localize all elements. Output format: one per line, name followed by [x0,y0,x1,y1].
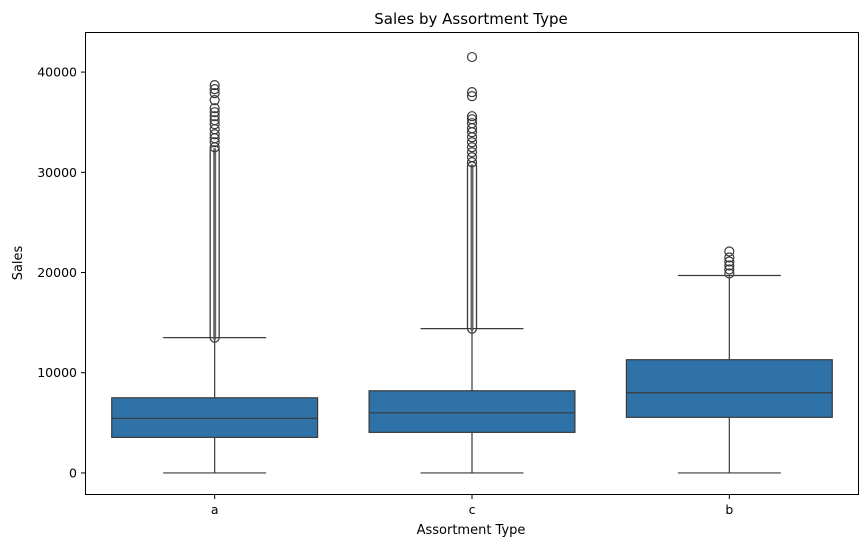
y-axis: 0 10000 20000 30000 40000 [37,65,86,480]
y-tick-label: 30000 [37,165,77,180]
y-tick-label: 0 [69,465,77,480]
outlier-point [724,252,735,263]
outlier-band [209,145,220,343]
outlier-point [209,103,220,114]
outlier-point [466,142,478,153]
outlier-point [466,111,478,122]
outlier-point [466,87,478,98]
outlier-band-fill [470,164,474,331]
outlier-point [724,260,735,271]
outlier-point [209,107,220,118]
box-group-c [368,51,576,474]
outlier-point [466,157,478,168]
outlier-point [209,129,220,140]
y-tick-label: 10000 [37,365,77,380]
y-axis-label: Sales [11,245,26,280]
outlier-point [209,80,220,91]
outlier-point [724,246,735,257]
plot-area [111,51,833,474]
outlier-point [466,118,478,129]
outlier-point [466,114,478,125]
chart-title: Sales by Assortment Type [374,10,567,28]
outlier-band-fill [213,148,217,340]
outlier-point [209,137,220,148]
box-group-a [111,80,319,474]
outlier-point [724,268,735,279]
outlier-point [209,88,220,99]
outlier-point [724,256,735,267]
outlier-point [209,115,220,126]
outlier-point [209,95,220,106]
outlier-point [466,51,478,63]
y-tick-label: 20000 [37,265,77,280]
box-iqr [111,397,319,438]
x-tick-label: b [725,502,733,517]
outlier-point [466,152,478,163]
y-tick-label: 40000 [37,65,77,80]
outlier-point [466,137,478,148]
box-iqr [368,390,576,433]
x-tick-label: c [469,502,476,517]
outlier-point [209,119,220,130]
outlier-point [209,111,220,122]
x-axis-label: Assortment Type [417,523,526,538]
outlier-point [209,84,220,95]
box-iqr [625,359,833,418]
x-tick-label: a [211,502,219,517]
outlier-point [466,91,478,102]
box-group-b [625,246,833,474]
outlier-point [724,264,735,275]
outlier-point [466,147,478,158]
